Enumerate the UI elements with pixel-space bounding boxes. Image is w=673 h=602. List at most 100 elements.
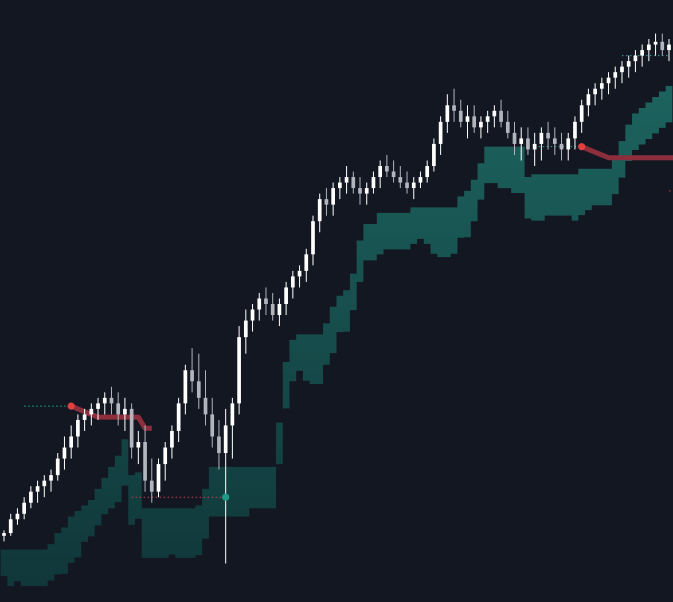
candle-body [116, 403, 121, 415]
candle [465, 105, 470, 139]
candle-body [317, 199, 322, 222]
candle-body [358, 188, 362, 194]
candle [109, 386, 114, 415]
candle-body [438, 121, 443, 144]
candle-body [505, 121, 510, 133]
candle [297, 265, 302, 288]
candle-body [532, 143, 537, 150]
candle [15, 508, 20, 525]
candle-body [210, 414, 215, 437]
candle-body [49, 475, 53, 481]
candle [633, 50, 638, 73]
candle-body [593, 88, 597, 95]
candle-body [411, 182, 416, 189]
candle [405, 171, 409, 194]
candle [102, 392, 107, 415]
candle-body [190, 370, 194, 382]
candle [667, 39, 671, 62]
candle-body [304, 254, 309, 271]
candle [49, 469, 53, 492]
candle [230, 397, 235, 459]
candle [210, 397, 215, 448]
candle-body [102, 397, 107, 404]
candle [552, 127, 557, 155]
candle-body [331, 188, 335, 205]
candle [660, 33, 665, 56]
candle-body [8, 519, 13, 534]
candle-body [579, 105, 584, 122]
candle-body [586, 94, 591, 106]
candle-body [351, 177, 356, 189]
candle [371, 171, 376, 194]
candle [2, 530, 6, 542]
candle-body [264, 298, 268, 304]
candle-body [445, 105, 450, 122]
candle-body [55, 458, 60, 476]
candle-body [640, 50, 644, 56]
candle [89, 403, 94, 426]
candle [223, 408, 228, 564]
candle [311, 215, 315, 266]
candle-body [559, 143, 564, 150]
candle [203, 370, 208, 426]
candle [512, 121, 517, 155]
candle [593, 83, 597, 106]
candle-body [653, 41, 658, 45]
candle [613, 66, 618, 89]
candle [559, 132, 564, 161]
candle [257, 292, 262, 321]
candle-body [599, 83, 604, 89]
candle-body [69, 436, 74, 448]
trend-band-layer [0, 85, 673, 587]
candle-body [277, 304, 282, 316]
candle [143, 425, 147, 492]
candle-body [109, 397, 114, 404]
candle-body [163, 447, 168, 465]
candle [324, 188, 329, 216]
candle [505, 110, 510, 139]
candle [546, 121, 550, 150]
support-dot [222, 493, 230, 501]
candle-body [432, 143, 436, 166]
candle-body [492, 110, 497, 117]
candle [492, 105, 497, 128]
candle-body [257, 298, 262, 310]
candle [170, 425, 174, 459]
candle-body [203, 397, 208, 415]
candle [479, 116, 483, 139]
candle [620, 61, 624, 84]
candle [579, 99, 584, 133]
candle [277, 298, 282, 327]
candle-body [371, 177, 376, 189]
candle [250, 304, 255, 332]
candle [163, 442, 168, 481]
candle [445, 94, 450, 133]
candle [176, 397, 181, 442]
candle-body [573, 121, 577, 139]
candle [190, 348, 194, 393]
candle [566, 132, 571, 161]
candle [485, 110, 490, 133]
candle-body [485, 116, 490, 122]
candle-body [284, 287, 288, 304]
candle [76, 414, 80, 448]
candle-body [311, 221, 315, 255]
candle-body [143, 442, 147, 481]
candle [237, 326, 241, 415]
candle-body [479, 121, 483, 128]
candle-body [633, 55, 638, 62]
candle-body [391, 171, 396, 178]
candle [573, 116, 577, 150]
candle-body [42, 480, 47, 487]
candle [217, 419, 221, 470]
candle-body [606, 77, 611, 84]
candle-body [15, 513, 20, 520]
candle-body [297, 270, 302, 277]
candle [532, 132, 537, 166]
candle [364, 182, 369, 205]
candle-body [539, 132, 544, 144]
candle-body [647, 44, 651, 51]
candle-body [123, 408, 127, 415]
candle [425, 160, 430, 183]
